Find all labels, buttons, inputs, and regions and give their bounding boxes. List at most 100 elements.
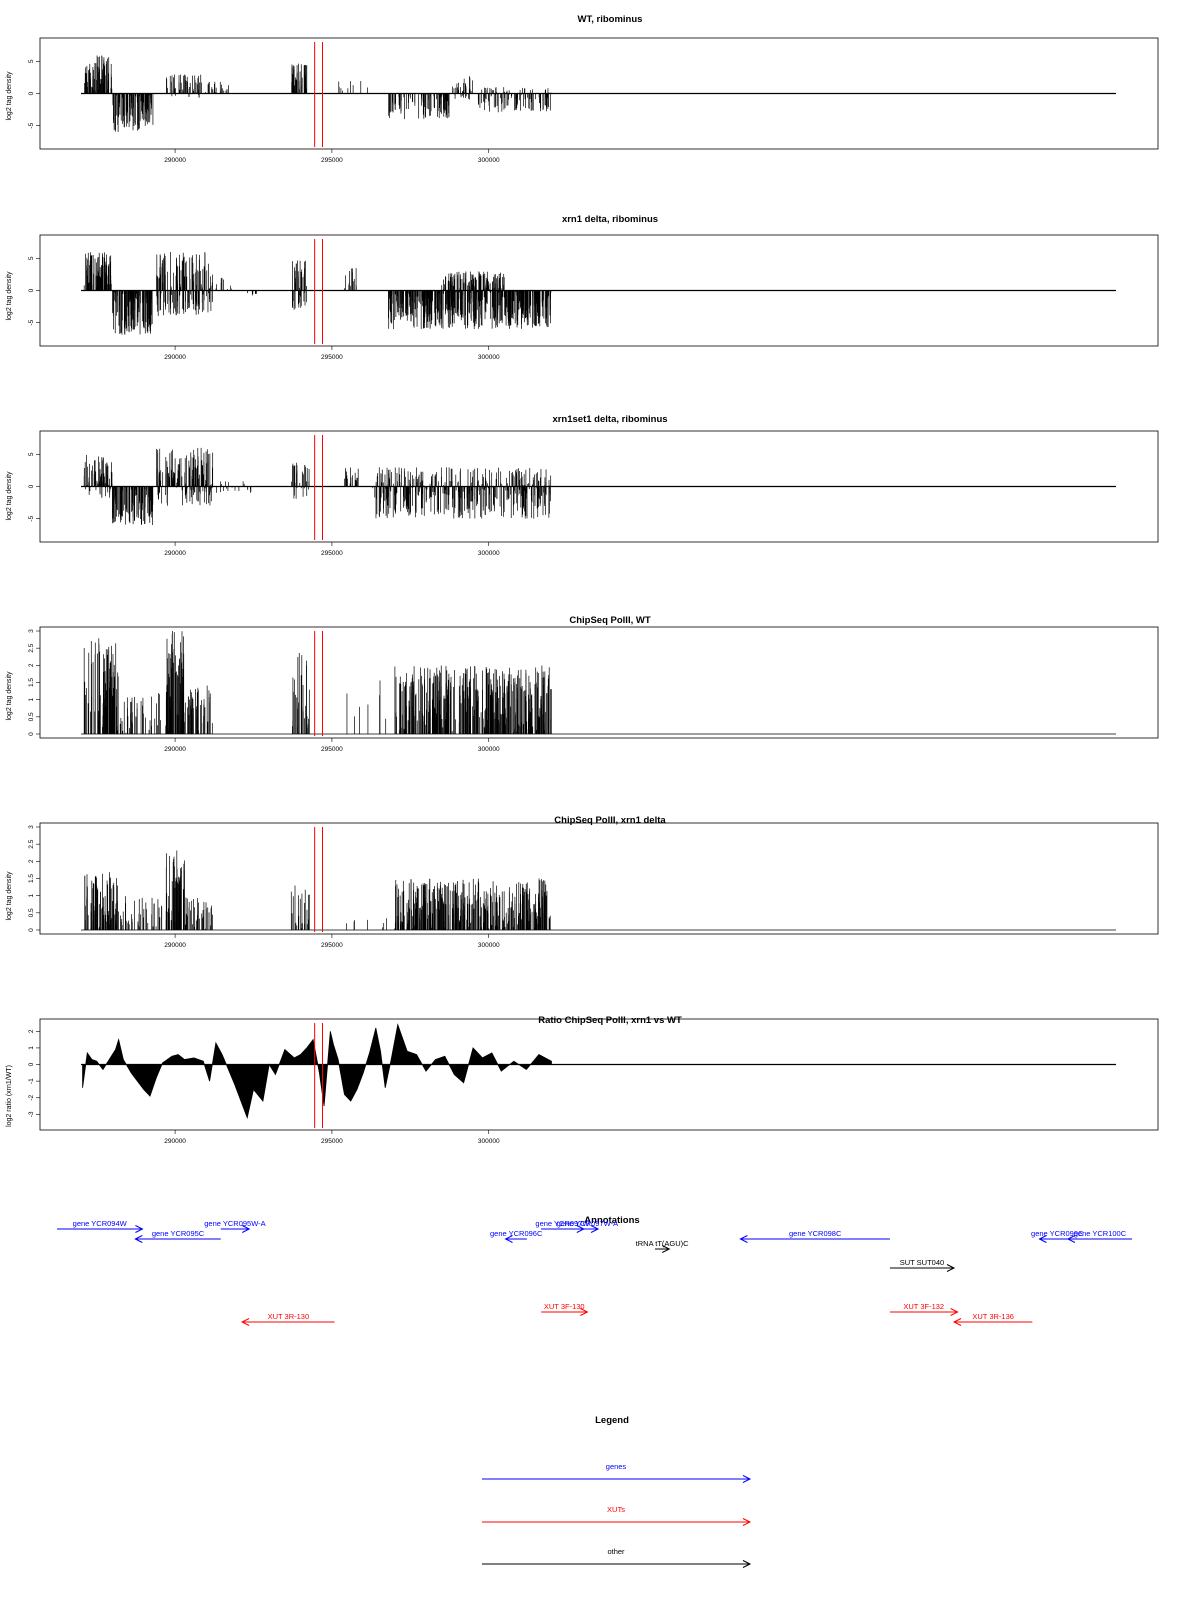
panel-1-plot: -5 0 5 290000 295000 300000: [28, 234, 1159, 361]
plot-frame: [39, 626, 1159, 739]
ratio-area: [82, 1023, 552, 1120]
y-tick-label: -3: [28, 1111, 35, 1117]
y-tick-label: 0: [28, 484, 35, 488]
panel-chipseq-xrn1: ChipSeq PolII, xrn1 delta log2 tag densi…: [6, 815, 666, 921]
panel-title: xrn1 delta, ribominus: [562, 214, 658, 225]
y-tick-label: 1: [28, 697, 35, 701]
y-axis-label: log2 tag density: [6, 471, 13, 521]
annotation-arrow-head: [950, 1308, 959, 1316]
y-axis-label: log2 tag density: [6, 871, 13, 921]
panel-chipseq-wt: ChipSeq PolII, WT log2 tag density: [6, 615, 651, 721]
y-axis-label: log2 tag density: [6, 271, 13, 321]
annotation-arrow-head: [952, 1318, 962, 1326]
legend-item-other: other: [482, 1547, 752, 1568]
annotation-item: XUT 3F-132: [889, 1302, 959, 1316]
annotation-item: XUT 3R-130: [240, 1312, 335, 1326]
x-tick-label: 300000: [478, 550, 500, 557]
annotation-arrow-head: [580, 1308, 589, 1316]
annotation-arrow-head: [739, 1235, 748, 1243]
x-tick-label: 290000: [164, 746, 186, 753]
x-tick-label: 290000: [164, 1138, 186, 1145]
y-tick-label: 1: [28, 1046, 35, 1050]
panel-2-plot: -5 0 5 290000 295000 300000: [28, 430, 1159, 557]
y-tick-label: 1.5: [28, 874, 35, 883]
annotation-label: gene YCR097W: [535, 1219, 590, 1228]
annotation-label: gene YCR095W-A: [204, 1219, 265, 1228]
x-tick-label: 295000: [321, 354, 343, 361]
y-tick-label: 0: [28, 732, 35, 736]
annotation-arrow-head: [134, 1235, 143, 1243]
annotation-arrow-head: [590, 1225, 600, 1233]
annotation-item: gene YCR095W-A: [204, 1219, 266, 1233]
annotation-item: XUT 3F-130: [541, 1302, 589, 1316]
annotation-item: gene YCR100C: [1066, 1229, 1132, 1243]
y-tick-label: 3: [28, 629, 35, 633]
annotation-arrow-head: [240, 1318, 250, 1326]
y-tick-label: 2.5: [28, 839, 35, 848]
x-tick-label: 295000: [321, 550, 343, 557]
annotation-label: gene YCR096C: [490, 1229, 543, 1238]
plot-frame: [39, 1018, 1159, 1131]
legend-item-genes: genes: [482, 1462, 752, 1483]
annotation-arrow-head: [946, 1264, 956, 1272]
x-tick-label: 295000: [321, 746, 343, 753]
annotation-label: tRNA tT(AGU)C: [636, 1239, 690, 1248]
x-tick-label: 300000: [478, 354, 500, 361]
panel-5-plot: -3 -2 -1 0 1 2 290000 295000 300000: [28, 1018, 1159, 1145]
panel-xrn1-ribominus: xrn1 delta, ribominus log2 tag density: [6, 214, 658, 321]
annotation-item: gene YCR098C: [739, 1229, 890, 1243]
panel-title: xrn1set1 delta, ribominus: [552, 414, 667, 425]
annotation-item: tRNA tT(AGU)C: [636, 1239, 690, 1253]
panel-title: ChipSeq PolII, xrn1 delta: [554, 815, 666, 826]
y-tick-label: -1: [28, 1078, 35, 1084]
y-tick-label: 2: [28, 1029, 35, 1033]
annotation-arrow-head: [1066, 1235, 1076, 1243]
legend-title: Legend: [595, 1415, 629, 1426]
x-tick-label: 300000: [478, 157, 500, 164]
annotation-item: gene YCR096C: [490, 1229, 543, 1243]
legend-label: XUTs: [607, 1505, 625, 1514]
y-tick-label: 0: [28, 928, 35, 932]
legend-label: other: [607, 1547, 625, 1556]
panel-0-plot: -5 0 5 290000 295000 300000: [28, 37, 1159, 164]
panel-4-plot: 0 0.5 1 1.5 2 2.5 3 290000 295000 300000: [28, 822, 1159, 949]
y-tick-label: 1: [28, 893, 35, 897]
y-axis-label: log2 ratio (xrn1/WT): [6, 1065, 13, 1127]
panel-ratio: Ratio ChipSeq PolII, xrn1 vs WT log2 rat…: [6, 1015, 682, 1127]
x-tick-label: 290000: [164, 354, 186, 361]
annotation-item: XUT 3R-136: [952, 1312, 1033, 1326]
annotation-label: gene YCR095C: [152, 1229, 205, 1238]
x-tick-label: 300000: [478, 1138, 500, 1145]
y-tick-label: 1.5: [28, 678, 35, 687]
y-tick-label: 5: [28, 256, 35, 260]
y-tick-label: 0: [28, 91, 35, 95]
y-tick-label: 5: [28, 452, 35, 456]
annotation-arrow-head: [135, 1225, 144, 1233]
annotation-label: gene YCR097W-A: [557, 1219, 618, 1228]
y-tick-label: -5: [28, 515, 35, 521]
x-tick-label: 295000: [321, 1138, 343, 1145]
annotation-label: XUT 3F-130: [544, 1302, 585, 1311]
panel-xrn1set1-ribominus: xrn1set1 delta, ribominus log2 tag densi…: [6, 414, 668, 521]
y-tick-label: 2.5: [28, 643, 35, 652]
x-tick-label: 295000: [321, 942, 343, 949]
y-tick-label: 2: [28, 859, 35, 863]
y-tick-label: 0.5: [28, 908, 35, 917]
y-tick-label: 3: [28, 825, 35, 829]
x-tick-label: 290000: [164, 942, 186, 949]
annotation-item: gene YCR097W-A: [557, 1219, 618, 1233]
legend-arrow-head: [742, 1560, 752, 1568]
annotation-arrow-head: [504, 1235, 513, 1243]
y-tick-label: 0: [28, 1062, 35, 1066]
annotation-arrow-head: [1038, 1235, 1047, 1243]
y-axis-label: log2 tag density: [6, 671, 13, 721]
y-tick-label: -5: [28, 319, 35, 325]
annotation-label: gene YCR100C: [1074, 1229, 1127, 1238]
annotation-item: gene YCR095C: [134, 1229, 221, 1243]
x-tick-label: 300000: [478, 746, 500, 753]
panel-wt-ribominus: WT, ribominus log2 tag density: [6, 14, 642, 121]
y-tick-label: 0: [28, 288, 35, 292]
annotation-arrow-head: [241, 1225, 251, 1233]
